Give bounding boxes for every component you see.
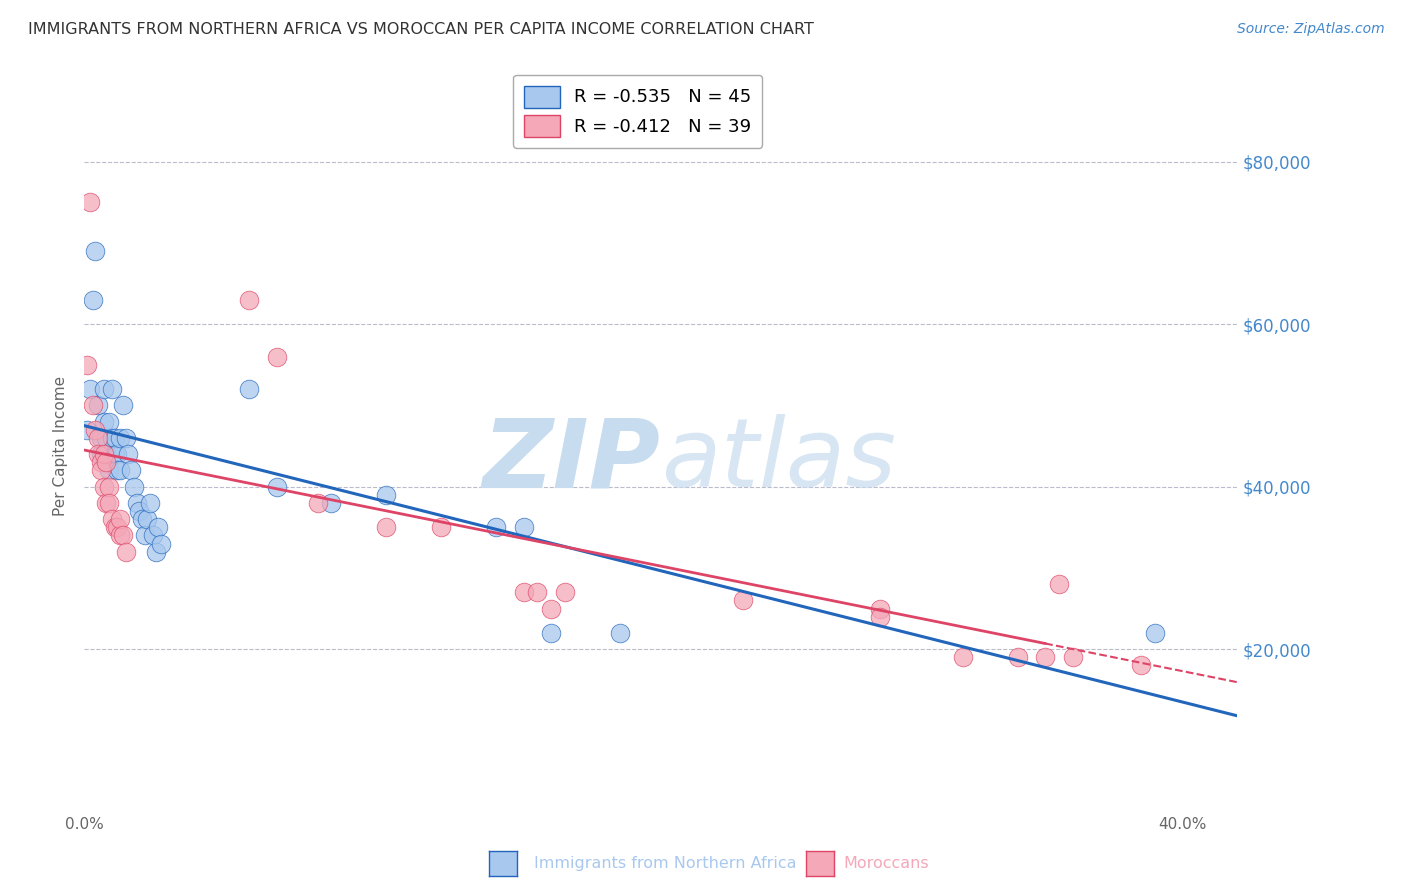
Point	[108, 512, 131, 526]
Point	[554, 585, 576, 599]
Point	[108, 463, 131, 477]
Point	[142, 528, 165, 542]
Point	[87, 447, 110, 461]
Point	[266, 350, 288, 364]
Point	[733, 593, 755, 607]
Point	[82, 398, 104, 412]
Point	[430, 520, 453, 534]
Point	[111, 528, 134, 542]
Point	[266, 480, 288, 494]
Point	[321, 496, 343, 510]
Point	[108, 431, 131, 445]
Point	[485, 520, 508, 534]
Point	[1143, 626, 1166, 640]
Point	[93, 415, 115, 429]
Point	[93, 382, 115, 396]
Point	[96, 455, 118, 469]
Point	[90, 455, 112, 469]
Point	[136, 512, 159, 526]
Legend: R = -0.535   N = 45, R = -0.412   N = 39: R = -0.535 N = 45, R = -0.412 N = 39	[513, 75, 762, 147]
Point	[540, 601, 562, 615]
Point	[111, 398, 134, 412]
Point	[105, 520, 128, 534]
Point	[148, 520, 170, 534]
Point	[101, 512, 124, 526]
Point	[1007, 650, 1029, 665]
Text: Source: ZipAtlas.com: Source: ZipAtlas.com	[1237, 22, 1385, 37]
Point	[609, 626, 631, 640]
Point	[540, 626, 562, 640]
Y-axis label: Per Capita Income: Per Capita Income	[53, 376, 69, 516]
Point	[79, 195, 101, 210]
Point	[103, 431, 125, 445]
Point	[1047, 577, 1070, 591]
Point	[76, 423, 98, 437]
Point	[238, 382, 260, 396]
Text: atlas: atlas	[661, 414, 896, 508]
Point	[105, 463, 128, 477]
Point	[96, 447, 118, 461]
Point	[238, 293, 260, 307]
Point	[526, 585, 548, 599]
Point	[952, 650, 974, 665]
Point	[1033, 650, 1056, 665]
Point	[122, 480, 145, 494]
Point	[105, 447, 128, 461]
Text: Moroccans: Moroccans	[844, 856, 929, 871]
Point	[114, 431, 136, 445]
Point	[90, 447, 112, 461]
Point	[90, 431, 112, 445]
Point	[101, 431, 124, 445]
Point	[125, 496, 148, 510]
Point	[87, 431, 110, 445]
Point	[108, 528, 131, 542]
Point	[869, 609, 891, 624]
Point	[93, 447, 115, 461]
Point	[76, 358, 98, 372]
Point	[103, 520, 125, 534]
Point	[1130, 658, 1153, 673]
Point	[131, 512, 153, 526]
Point	[869, 601, 891, 615]
Point	[512, 520, 534, 534]
Point	[120, 463, 142, 477]
Point	[96, 431, 118, 445]
Point	[1062, 650, 1084, 665]
Point	[90, 463, 112, 477]
Point	[82, 293, 104, 307]
Point	[79, 382, 101, 396]
Point	[307, 496, 329, 510]
Point	[150, 536, 173, 550]
Point	[84, 423, 107, 437]
Text: IMMIGRANTS FROM NORTHERN AFRICA VS MOROCCAN PER CAPITA INCOME CORRELATION CHART: IMMIGRANTS FROM NORTHERN AFRICA VS MOROC…	[28, 22, 814, 37]
Point	[84, 244, 107, 258]
Point	[512, 585, 534, 599]
Point	[98, 480, 121, 494]
Point	[134, 528, 156, 542]
Point	[98, 496, 121, 510]
Point	[93, 480, 115, 494]
Text: Immigrants from Northern Africa: Immigrants from Northern Africa	[534, 856, 797, 871]
Point	[98, 463, 121, 477]
Point	[128, 504, 150, 518]
Point	[114, 544, 136, 558]
Point	[375, 520, 398, 534]
Point	[96, 496, 118, 510]
Point	[145, 544, 167, 558]
Point	[375, 488, 398, 502]
Point	[117, 447, 139, 461]
Point	[139, 496, 162, 510]
Point	[87, 398, 110, 412]
Text: ZIP: ZIP	[482, 414, 661, 508]
Point	[98, 415, 121, 429]
Point	[103, 447, 125, 461]
Point	[101, 382, 124, 396]
